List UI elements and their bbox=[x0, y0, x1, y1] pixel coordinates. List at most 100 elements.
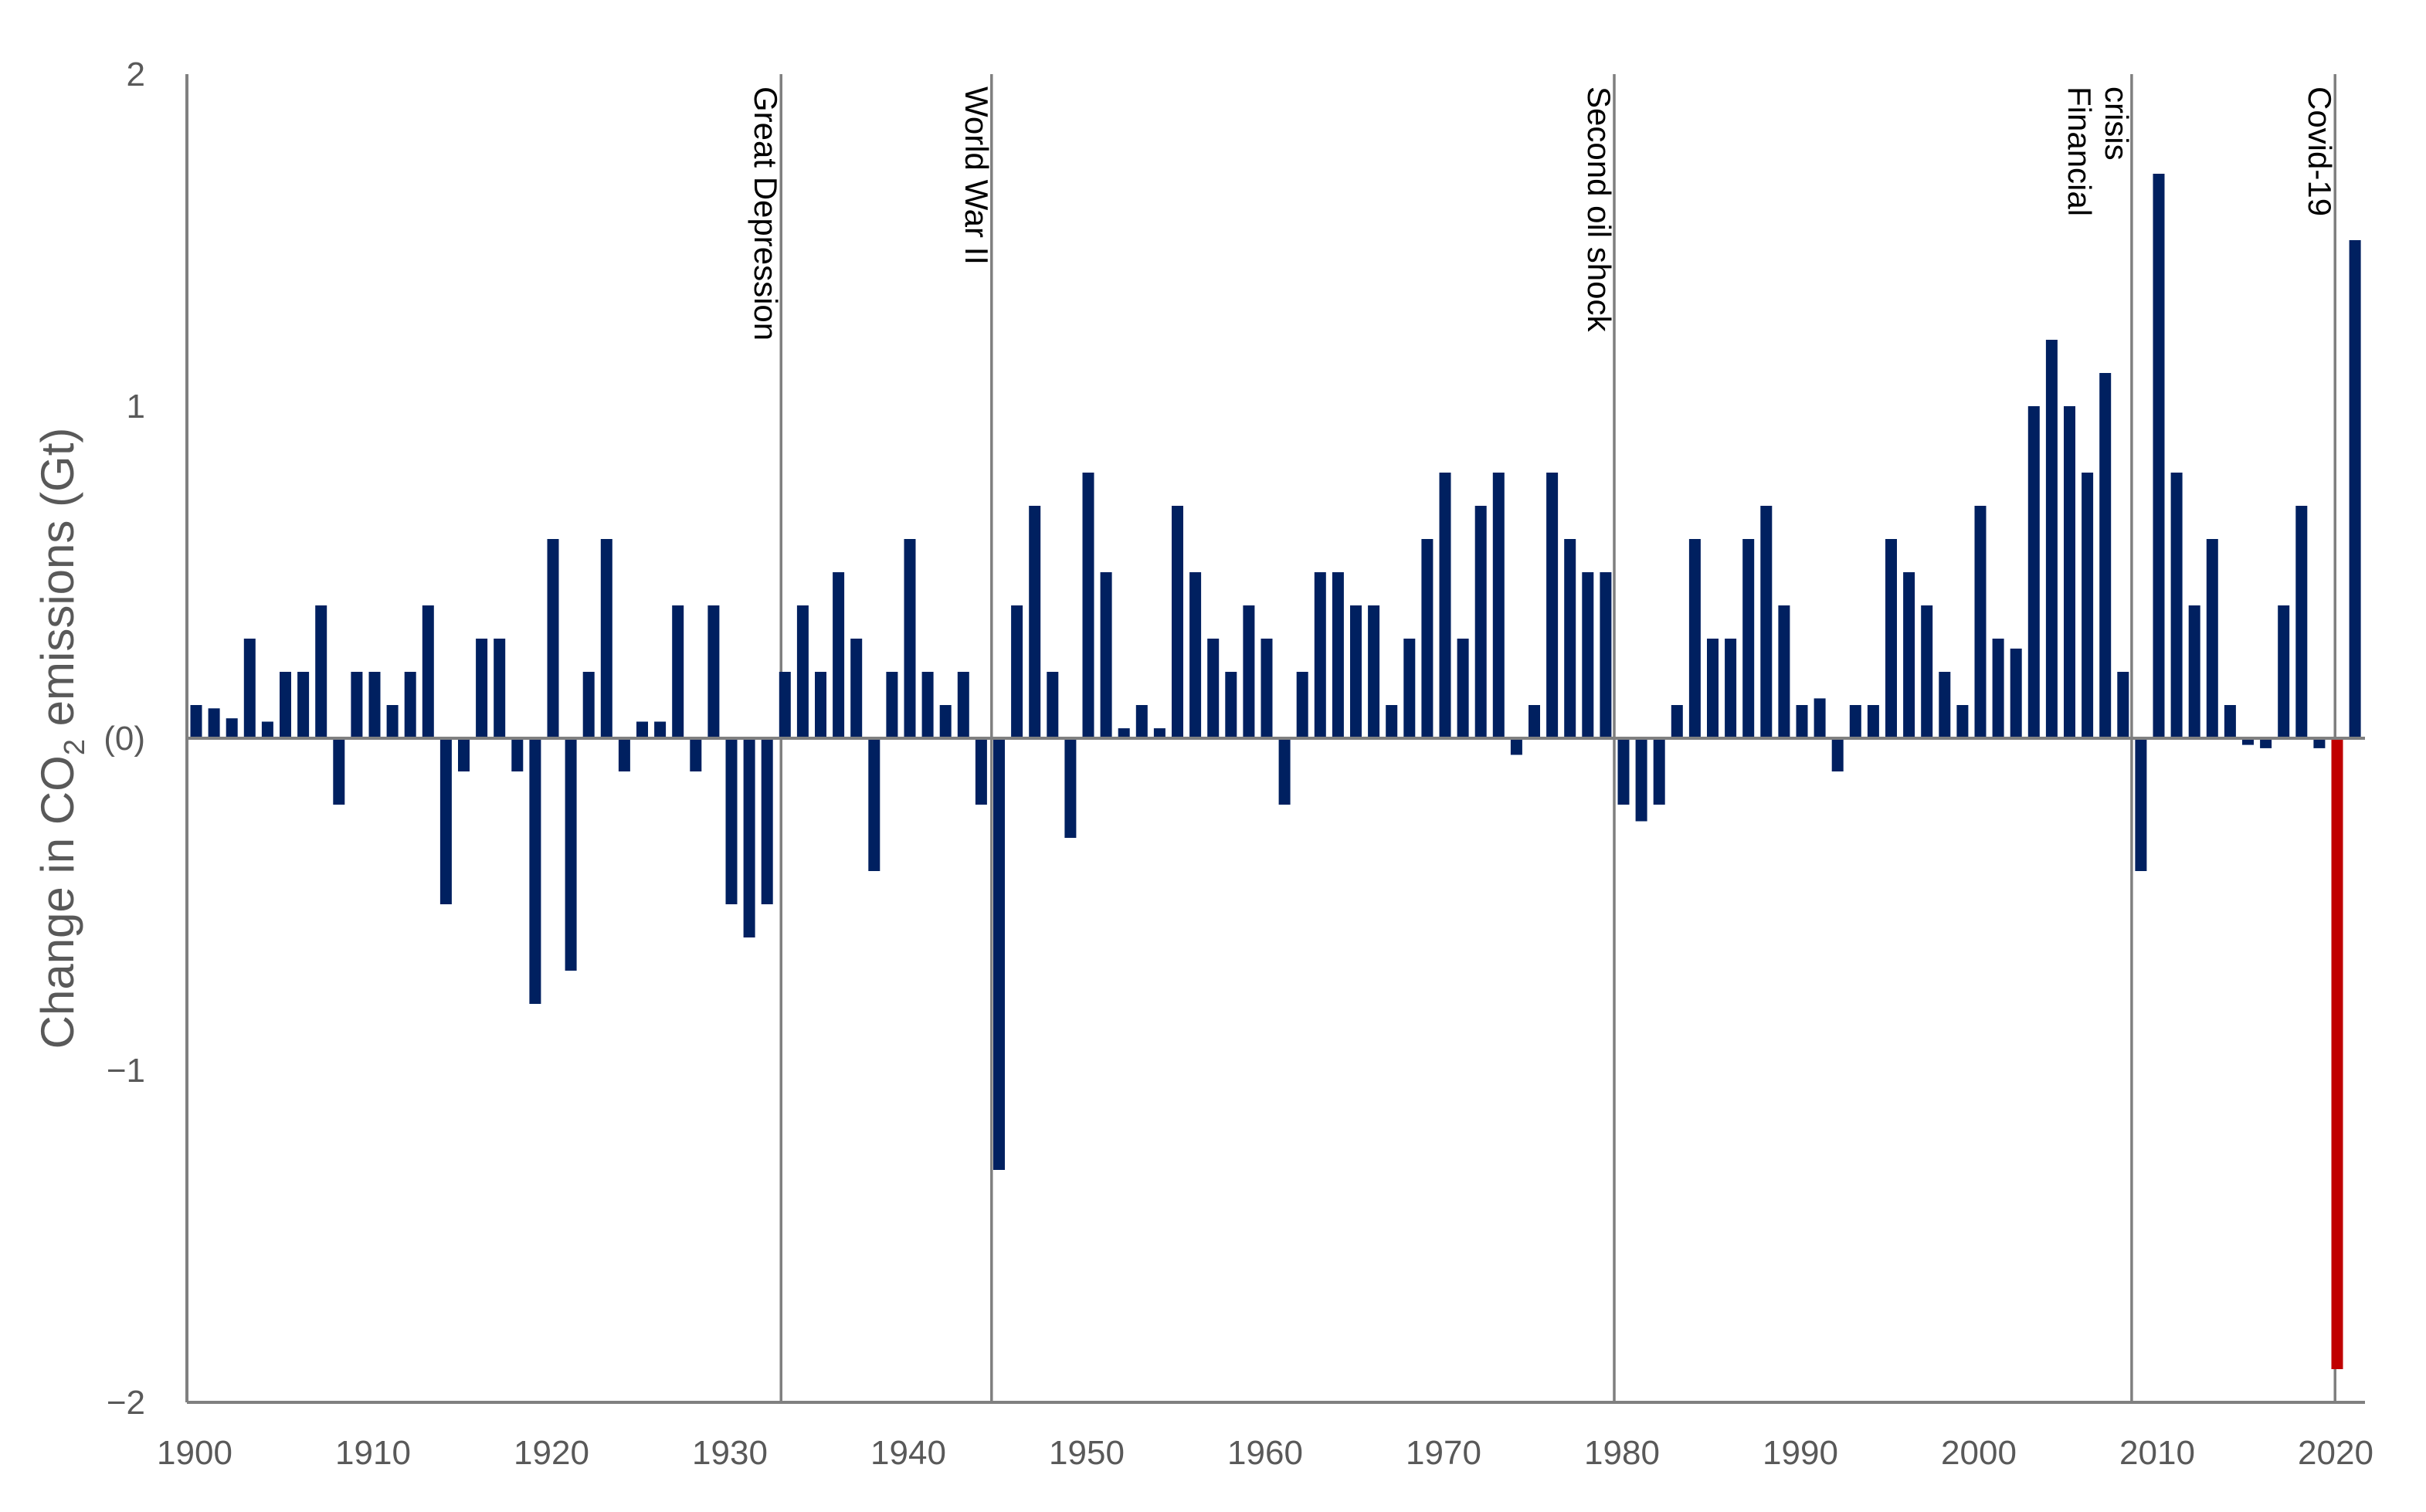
bar-2013 bbox=[2206, 539, 2218, 738]
bar-1913 bbox=[422, 605, 434, 738]
bar-2011 bbox=[2170, 473, 2183, 738]
bar-1988 bbox=[1760, 506, 1773, 738]
bar-1900 bbox=[190, 705, 202, 738]
bar-1963 bbox=[1314, 572, 1326, 738]
y-axis-label-units: emissions (Gt) bbox=[32, 428, 83, 739]
bar-1922 bbox=[582, 672, 595, 738]
bar-1907 bbox=[315, 605, 327, 738]
bar-1924 bbox=[618, 738, 630, 771]
bar-1992 bbox=[1831, 738, 1844, 771]
y-tick-label-3: −1 bbox=[107, 1052, 145, 1090]
x-tick-label-10: 2000 bbox=[1941, 1434, 2017, 1472]
bar-1917 bbox=[494, 639, 506, 738]
bar-1995 bbox=[1885, 539, 1897, 738]
x-tick-label-11: 2010 bbox=[2119, 1434, 2195, 1472]
y-tick-label-1: 1 bbox=[127, 388, 145, 425]
bar-2010 bbox=[2153, 174, 2165, 738]
bar-1979 bbox=[1600, 572, 1612, 738]
event-labels: Great Depression World War II Second oil s… bbox=[748, 86, 2338, 341]
x-tick-label-3: 1930 bbox=[692, 1434, 768, 1472]
bar-1971 bbox=[1457, 639, 1469, 738]
bar-1916 bbox=[476, 639, 488, 738]
bar-1905 bbox=[280, 672, 291, 738]
bar-1996 bbox=[1903, 572, 1915, 738]
event-label-1-0: World War II bbox=[959, 86, 995, 265]
bar-1950 bbox=[1082, 473, 1094, 738]
bar-2020 bbox=[2331, 738, 2343, 1369]
bar-1945 bbox=[993, 738, 1005, 1170]
event-label-2-0: Second oil shock bbox=[1581, 86, 1617, 333]
bar-1921 bbox=[565, 738, 577, 971]
bar-1940 bbox=[904, 539, 916, 738]
bar-1986 bbox=[1725, 639, 1737, 738]
bar-2016 bbox=[2260, 738, 2272, 748]
bar-1915 bbox=[458, 738, 470, 771]
bar-1980 bbox=[1617, 738, 1630, 805]
bar-1974 bbox=[1510, 738, 1522, 755]
bar-1943 bbox=[957, 672, 969, 738]
bar-2019 bbox=[2313, 738, 2326, 748]
bar-1927 bbox=[672, 605, 684, 738]
bar-2005 bbox=[2064, 406, 2075, 738]
bar-1978 bbox=[1582, 572, 1594, 738]
bar-1969 bbox=[1421, 539, 1434, 738]
bar-1912 bbox=[404, 672, 416, 738]
y-tick-label-0: 2 bbox=[127, 56, 145, 93]
x-tick-label-12: 2020 bbox=[2298, 1434, 2373, 1472]
bar-1965 bbox=[1350, 605, 1362, 738]
bar-1939 bbox=[886, 672, 898, 738]
bar-1901 bbox=[208, 708, 220, 738]
bar-1948 bbox=[1047, 672, 1059, 738]
bar-1982 bbox=[1653, 738, 1665, 805]
bar-1957 bbox=[1207, 639, 1220, 738]
bar-1951 bbox=[1100, 572, 1112, 738]
bar-1998 bbox=[1939, 672, 1951, 738]
bar-1933 bbox=[779, 672, 791, 738]
x-tick-label-5: 1950 bbox=[1049, 1434, 1125, 1472]
y-axis-label: Change in CO2 emissions (Gt) bbox=[32, 428, 91, 1049]
bar-1966 bbox=[1368, 605, 1380, 738]
bar-1983 bbox=[1671, 705, 1683, 738]
bar-1934 bbox=[796, 605, 809, 738]
y-axis-label-main: Change in CO bbox=[32, 755, 83, 1049]
bar-1914 bbox=[439, 738, 452, 904]
bar-1959 bbox=[1243, 605, 1255, 738]
bars bbox=[190, 174, 2361, 1369]
bar-1997 bbox=[1921, 605, 1933, 738]
bar-1936 bbox=[833, 572, 845, 738]
y-tick-labels: 2 1 (0) −1 −2 bbox=[103, 56, 145, 1422]
bar-1981 bbox=[1635, 738, 1647, 822]
y-axis-label-subscript: 2 bbox=[59, 739, 91, 755]
bar-1976 bbox=[1546, 473, 1559, 738]
x-tick-label-4: 1940 bbox=[870, 1434, 946, 1472]
bar-1970 bbox=[1439, 473, 1451, 738]
bar-1960 bbox=[1261, 639, 1273, 738]
bar-1923 bbox=[600, 539, 612, 738]
bar-1964 bbox=[1332, 572, 1344, 738]
bar-1902 bbox=[226, 718, 238, 738]
bar-1941 bbox=[921, 672, 934, 738]
x-tick-label-8: 1980 bbox=[1584, 1434, 1660, 1472]
bar-1904 bbox=[261, 721, 273, 738]
bar-1937 bbox=[850, 639, 863, 738]
bar-1956 bbox=[1189, 572, 1202, 738]
bar-1991 bbox=[1814, 698, 1826, 738]
bar-1919 bbox=[529, 738, 541, 1004]
bar-2007 bbox=[2099, 373, 2112, 738]
x-tick-label-1: 1910 bbox=[335, 1434, 411, 1472]
bar-1955 bbox=[1172, 506, 1183, 738]
bar-1946 bbox=[1011, 605, 1023, 738]
bar-1977 bbox=[1564, 539, 1576, 738]
bar-1947 bbox=[1029, 506, 1041, 738]
y-tick-label-2: (0) bbox=[103, 720, 145, 758]
bar-1984 bbox=[1688, 539, 1701, 738]
x-tick-labels: 1900 1910 1920 1930 1940 1950 1960 1970 1980 1990… bbox=[157, 1434, 2373, 1472]
bar-1958 bbox=[1225, 672, 1237, 738]
bar-1973 bbox=[1492, 473, 1505, 738]
bar-1949 bbox=[1064, 738, 1077, 838]
bar-1989 bbox=[1778, 605, 1790, 738]
bar-1918 bbox=[511, 738, 524, 771]
bar-1990 bbox=[1796, 705, 1808, 738]
bar-1961 bbox=[1278, 738, 1291, 805]
